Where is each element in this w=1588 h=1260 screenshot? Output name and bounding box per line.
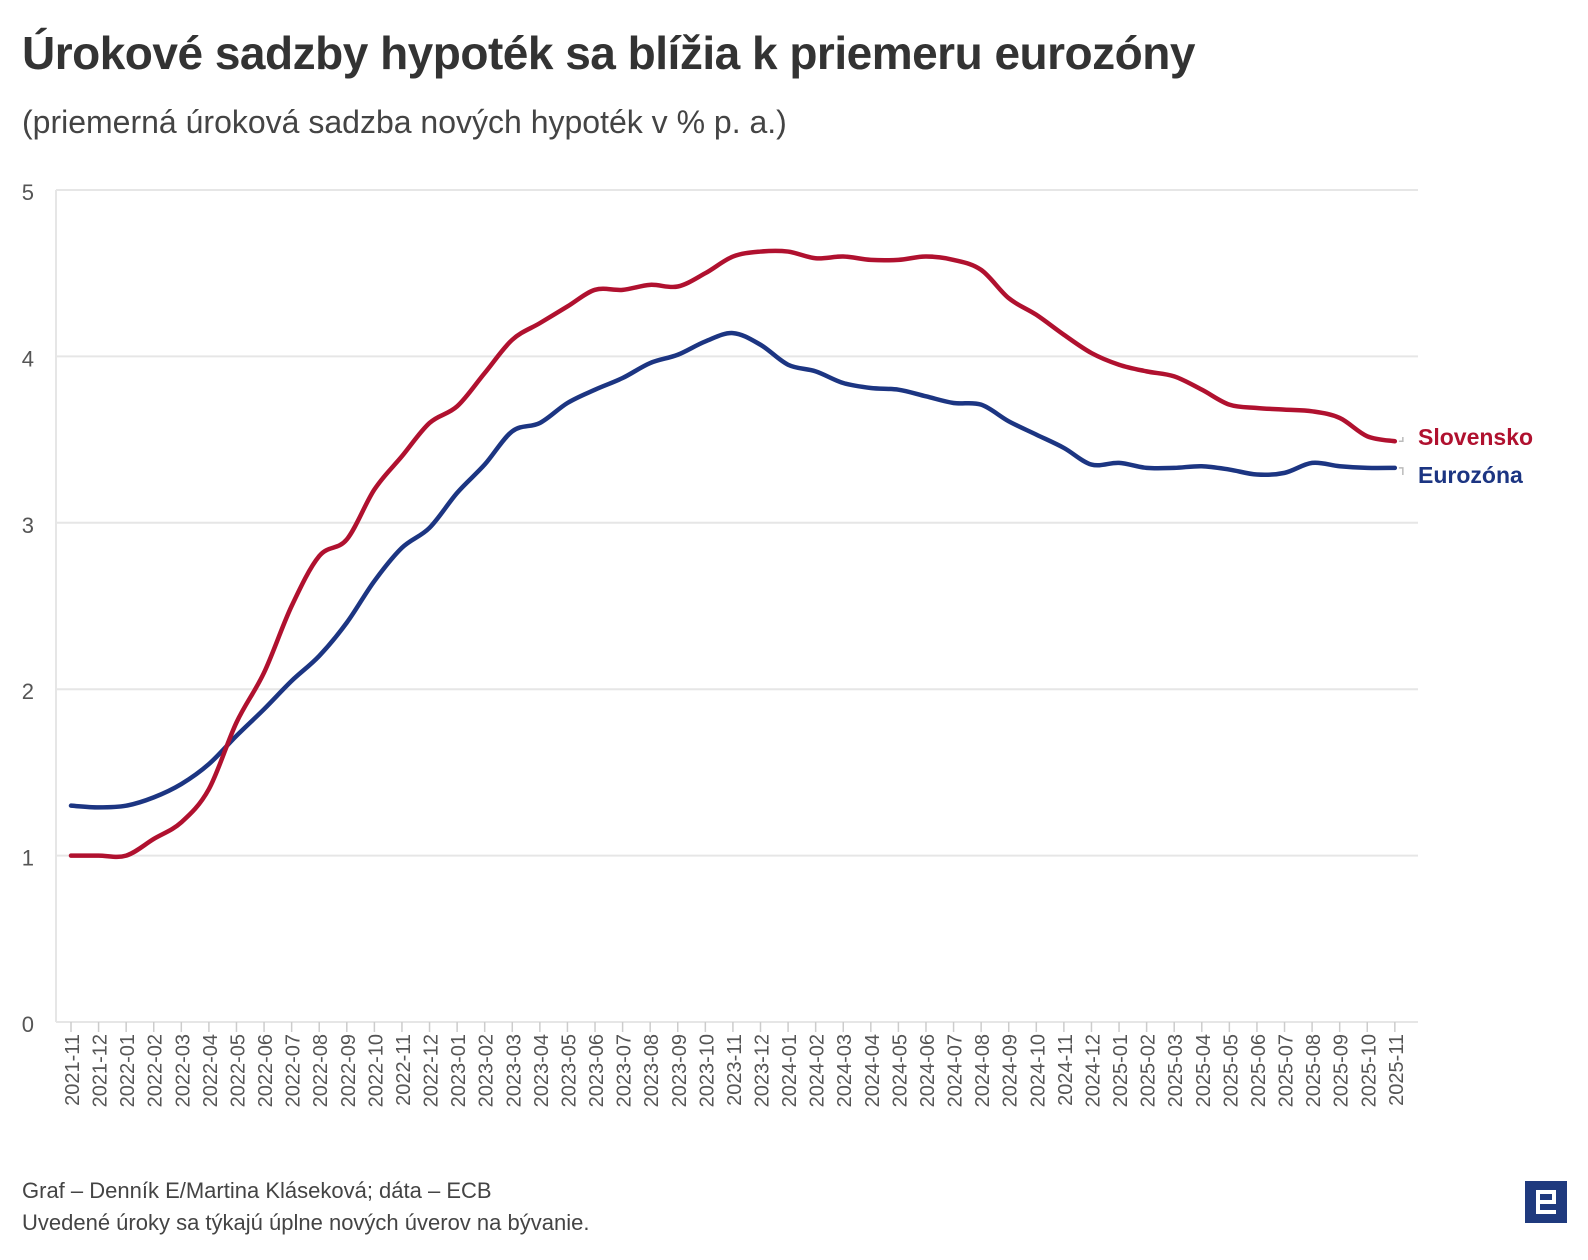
x-tick-label: 2024-09 [1000, 1034, 1022, 1107]
x-tick-label: 2023-05 [558, 1034, 580, 1107]
x-tick-label: 2022-07 [283, 1034, 305, 1107]
x-tick-label: 2023-01 [448, 1034, 470, 1107]
chart-title: Úrokové sadzby hypoték sa blížia k priem… [22, 27, 1195, 79]
dennik-e-logo [1525, 1181, 1567, 1223]
x-tick-label: 2023-08 [641, 1034, 663, 1107]
series-label-eurozona: Eurozóna [1418, 462, 1523, 488]
series-line-eurozona [68, 330, 1398, 810]
x-tick-label: 2024-10 [1027, 1034, 1049, 1107]
y-tick-label: 4 [22, 346, 34, 371]
x-tick-label: 2022-05 [227, 1034, 249, 1107]
series-line-slovensko [68, 248, 1398, 860]
chart-subtitle: (priemerná úroková sadzba nových hypoték… [22, 104, 787, 140]
label-connector [1398, 437, 1404, 443]
x-tick-label: 2024-12 [1082, 1034, 1104, 1107]
series-lines [68, 248, 1398, 860]
x-tick-label: 2025-08 [1303, 1034, 1325, 1107]
x-tick-label: 2024-04 [862, 1034, 884, 1107]
x-tick-label: 2025-07 [1276, 1034, 1298, 1107]
x-tick-label: 2025-04 [1193, 1034, 1215, 1107]
x-tick-label: 2025-02 [1138, 1034, 1160, 1107]
x-tick-label: 2023-06 [586, 1034, 608, 1107]
source-credit: Graf – Denník E/Martina Kláseková; dáta … [22, 1178, 492, 1203]
x-tick-label: 2025-03 [1165, 1034, 1187, 1107]
y-axis: 0 1 2 3 4 5 [22, 180, 34, 1037]
x-tick-label: 2025-11 [1386, 1034, 1408, 1106]
x-tick-label: 2022-06 [255, 1034, 277, 1107]
x-tick-label: 2024-07 [945, 1034, 967, 1107]
y-tick-label: 2 [22, 679, 34, 704]
x-tick-label: 2021-11 [62, 1034, 84, 1106]
x-tick-label: 2025-10 [1358, 1034, 1380, 1107]
series-labels: Slovensko Eurozóna [1398, 424, 1533, 488]
x-tick-label: 2022-08 [310, 1034, 332, 1107]
label-connector [1398, 467, 1404, 475]
x-tick-label: 2025-01 [1110, 1034, 1132, 1107]
x-tick-label: 2025-06 [1248, 1034, 1270, 1107]
y-tick-label: 5 [22, 180, 34, 205]
x-tick-label: 2024-03 [834, 1034, 856, 1107]
x-tick-label: 2022-11 [393, 1034, 415, 1106]
x-tick-label: 2024-02 [807, 1034, 829, 1107]
x-tick-label: 2022-03 [172, 1034, 194, 1107]
x-tick-label: 2021-12 [90, 1034, 112, 1107]
footnote: Uvedené úroky sa týkajú úplne nových úve… [22, 1210, 590, 1235]
x-tick-label: 2022-09 [338, 1034, 360, 1107]
x-tick-label: 2023-02 [476, 1034, 498, 1107]
x-tick-label: 2025-05 [1220, 1034, 1242, 1107]
x-tick-label: 2023-03 [503, 1034, 525, 1107]
x-tick-label: 2022-12 [421, 1034, 443, 1107]
x-tick-label: 2022-02 [145, 1034, 167, 1107]
x-tick-label: 2024-01 [779, 1034, 801, 1107]
x-tick-label: 2023-04 [531, 1034, 553, 1107]
y-tick-label: 1 [22, 846, 34, 871]
x-axis: 2021-11 2021-12 2022-01 2022-02 2022-03 2022-… [62, 1022, 1408, 1107]
x-tick-label: 2023-10 [696, 1034, 718, 1107]
x-tick-label: 2024-05 [889, 1034, 911, 1107]
x-tick-label: 2025-09 [1331, 1034, 1353, 1107]
x-tick-label: 2023-12 [752, 1034, 774, 1107]
x-tick-label: 2023-11 [724, 1034, 746, 1106]
x-tick-label: 2023-07 [614, 1034, 636, 1107]
x-tick-label: 2022-10 [365, 1034, 387, 1107]
x-tick-label: 2022-01 [117, 1034, 139, 1107]
x-tick-label: 2023-09 [669, 1034, 691, 1107]
series-label-slovensko: Slovensko [1418, 424, 1533, 450]
gridlines [55, 189, 1418, 1023]
y-tick-label: 0 [22, 1012, 34, 1037]
x-tick-label: 2024-08 [972, 1034, 994, 1107]
y-tick-label: 3 [22, 513, 34, 538]
x-tick-label: 2022-04 [200, 1034, 222, 1107]
x-tick-label: 2024-06 [917, 1034, 939, 1107]
x-tick-label: 2024-11 [1055, 1034, 1077, 1106]
